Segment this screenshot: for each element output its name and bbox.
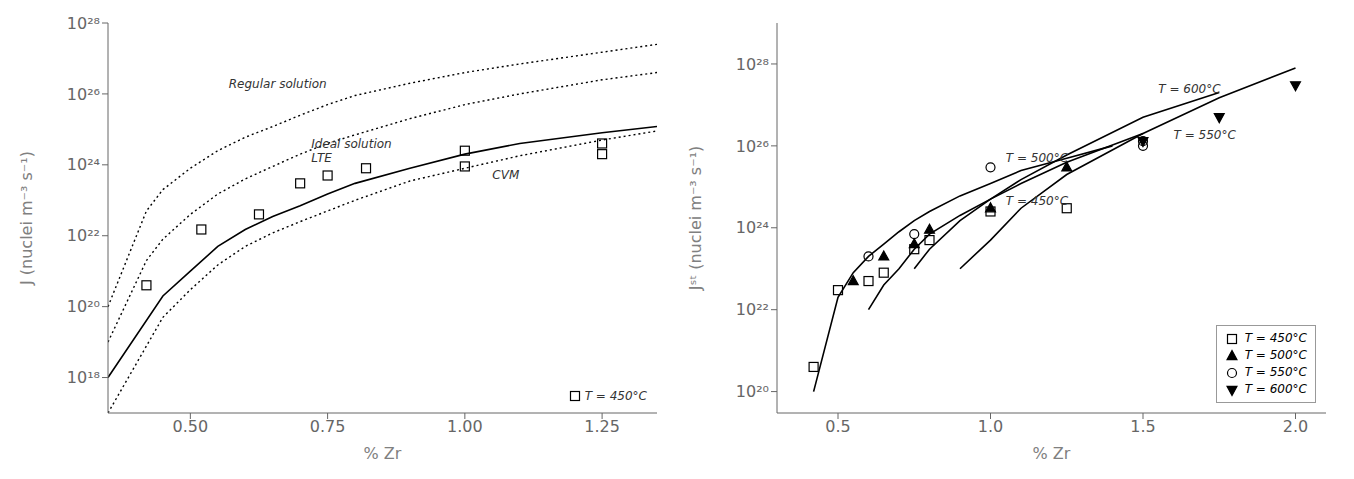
svg-text:2.0: 2.0: [1283, 417, 1308, 436]
html-text:T = 550°C: T = 550°C: [1244, 365, 1307, 379]
svg-text:10¹⁸: 10¹⁸: [67, 368, 100, 387]
svg-text:10²⁰: 10²⁰: [67, 297, 100, 316]
svg-text:10²⁰: 10²⁰: [736, 382, 769, 401]
svg-text:0.5: 0.5: [825, 417, 850, 436]
svg-text:10²²: 10²²: [736, 300, 769, 319]
svg-text:1.25: 1.25: [584, 417, 620, 436]
svg-text:10²²: 10²²: [67, 226, 100, 245]
svg-text:10²⁶: 10²⁶: [736, 137, 769, 156]
svg-text:10²⁸: 10²⁸: [736, 55, 769, 74]
svg-text:0.50: 0.50: [173, 417, 209, 436]
svg-text:T = 600°C: T = 600°C: [1158, 82, 1221, 96]
svg-text:Jˢᵗ (nuclei m⁻³ s⁻¹): Jˢᵗ (nuclei m⁻³ s⁻¹): [686, 146, 705, 292]
html-text:T = 500°C: T = 500°C: [1244, 348, 1307, 362]
svg-text:1.0: 1.0: [978, 417, 1003, 436]
svg-text:Ideal solution: Ideal solution: [311, 137, 392, 151]
svg-text:Regular solution: Regular solution: [229, 77, 327, 91]
svg-text:% Zr: % Zr: [364, 444, 402, 463]
svg-text:10²⁴: 10²⁴: [67, 155, 100, 174]
svg-text:10²⁶: 10²⁶: [67, 85, 100, 104]
html-text:T = 600°C: T = 600°C: [1244, 382, 1307, 396]
svg-text:T = 550°C: T = 550°C: [1174, 128, 1237, 142]
html-text:T = 450°C: T = 450°C: [1244, 331, 1307, 345]
svg-text:1.00: 1.00: [447, 417, 483, 436]
svg-text:% Zr: % Zr: [1033, 444, 1071, 463]
svg-text:T = 500°C: T = 500°C: [1006, 151, 1069, 165]
svg-text:CVM: CVM: [492, 168, 520, 182]
svg-text:LTE: LTE: [311, 151, 332, 165]
svg-text:10²⁸: 10²⁸: [67, 14, 100, 33]
svg-text:T = 450°C: T = 450°C: [1006, 194, 1069, 208]
svg-text:J (nuclei m⁻³ s⁻¹): J (nuclei m⁻³ s⁻¹): [17, 151, 36, 286]
html-text:T = 450°C: T = 450°C: [584, 389, 647, 403]
svg-text:0.75: 0.75: [310, 417, 346, 436]
svg-text:1.5: 1.5: [1130, 417, 1155, 436]
svg-text:10²⁴: 10²⁴: [736, 218, 769, 237]
